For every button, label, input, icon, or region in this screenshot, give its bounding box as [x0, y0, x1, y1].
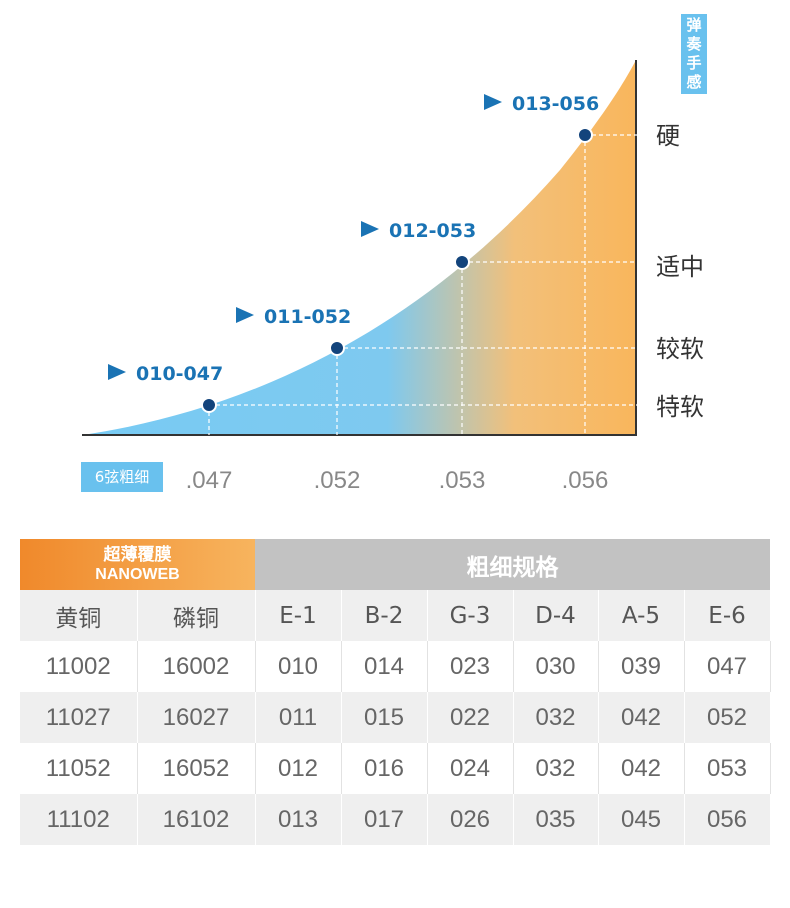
string-header: G-3: [427, 590, 514, 641]
table-cell: 11027: [20, 692, 138, 743]
table-cell: 015: [341, 692, 428, 743]
string-header: E-6: [684, 590, 771, 641]
play-arrow-icon: [236, 307, 254, 323]
spec-title: 粗细规格: [255, 539, 771, 590]
table-cell: 030: [513, 641, 599, 692]
table-cell: 16027: [137, 692, 256, 743]
feel-level-label: 硬: [656, 122, 680, 150]
feel-level-label: 较软: [656, 335, 704, 363]
brand-line2: NANOWEB: [95, 565, 180, 583]
set-point: [329, 340, 345, 356]
play-arrow-icon: [484, 94, 502, 110]
material-header: 黄铜: [20, 590, 138, 641]
table-row: 11002 16002 010 014 023 030 039 047: [20, 641, 771, 692]
table-cell: 11002: [20, 641, 138, 692]
table-cell: 017: [341, 794, 428, 845]
string-gauge-axis-title: 6弦粗细: [81, 462, 163, 492]
table-cell: 056: [684, 794, 771, 845]
feel-axis-title: 弹奏手感: [681, 14, 707, 94]
x-tick-label: .056: [562, 467, 609, 494]
table-cell: 026: [427, 794, 514, 845]
table-cell: 042: [598, 743, 685, 794]
set-point: [454, 254, 470, 270]
table-cell: 032: [513, 692, 599, 743]
brand-line1: 超薄覆膜: [103, 544, 172, 565]
string-header: A-5: [598, 590, 685, 641]
table-cell: 032: [513, 743, 599, 794]
table-cell: 053: [684, 743, 771, 794]
string-header: E-1: [255, 590, 342, 641]
table-row: 11027 16027 011 015 022 032 042 052: [20, 692, 771, 743]
material-header: 磷铜: [137, 590, 256, 641]
table-cell: 039: [598, 641, 685, 692]
set-point: [577, 127, 593, 143]
x-tick-label: .052: [314, 467, 361, 494]
table-cell: 11052: [20, 743, 138, 794]
table-cell: 045: [598, 794, 685, 845]
table-row: 11102 16102 013 017 026 035 045 056: [20, 794, 771, 845]
set-gauge-label: 012-053: [389, 220, 476, 242]
play-arrow-icon: [108, 364, 126, 380]
table-cell: 016: [341, 743, 428, 794]
table-cell: 010: [255, 641, 342, 692]
feel-level-label: 特软: [656, 393, 704, 421]
set-point: [201, 397, 217, 413]
table-cell: 052: [684, 692, 771, 743]
feel-area: [83, 60, 636, 435]
x-tick-label: .053: [439, 467, 486, 494]
table-cell: 024: [427, 743, 514, 794]
set-gauge-label: 011-052: [264, 306, 351, 328]
table-cell: 013: [255, 794, 342, 845]
table-cell: 012: [255, 743, 342, 794]
set-gauge-label: 013-056: [512, 93, 599, 115]
string-header: B-2: [341, 590, 428, 641]
feel-level-label: 适中: [656, 253, 704, 281]
x-tick-label: .047: [186, 467, 233, 494]
table-cell: 16102: [137, 794, 256, 845]
table-cell: 16052: [137, 743, 256, 794]
table-row: 11052 16052 012 016 024 032 042 053: [20, 743, 771, 794]
table-cell: 047: [684, 641, 771, 692]
table-cell: 035: [513, 794, 599, 845]
table-cell: 16002: [137, 641, 256, 692]
table-cell: 023: [427, 641, 514, 692]
feel-chart: 特软 较软 适中 硬 .047 .052 .053 .056 010-047 011-052 0…: [82, 60, 704, 494]
spec-table: 超薄覆膜 NANOWEB 粗细规格 黄铜 磷铜 E-1 B-2 G-3 D-4 A-5 E-6…: [20, 539, 771, 845]
table-cell: 11102: [20, 794, 138, 845]
table-cell: 042: [598, 692, 685, 743]
table-cell: 014: [341, 641, 428, 692]
set-gauge-label: 010-047: [136, 363, 223, 385]
nanoweb-brand-header: 超薄覆膜 NANOWEB: [20, 539, 255, 590]
table-cell: 022: [427, 692, 514, 743]
play-arrow-icon: [361, 221, 379, 237]
string-header: D-4: [513, 590, 599, 641]
table-cell: 011: [255, 692, 342, 743]
